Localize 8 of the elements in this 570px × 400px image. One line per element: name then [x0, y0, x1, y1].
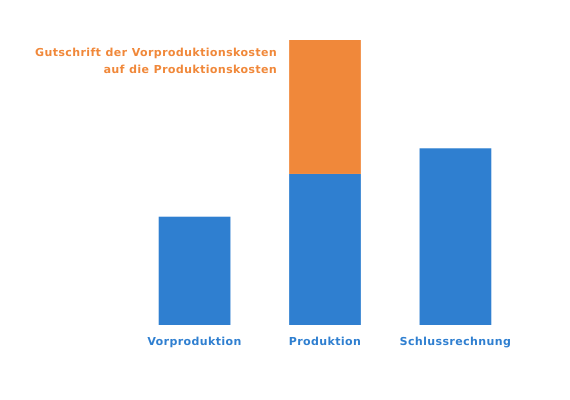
- x-tick-label: Schlussrechnung: [400, 335, 512, 348]
- bar: [289, 40, 361, 174]
- bar: [420, 148, 492, 325]
- bar: [158, 216, 230, 325]
- bar: [289, 174, 361, 325]
- x-tick-label: Produktion: [288, 335, 362, 348]
- x-tick-label: Vorproduktion: [147, 335, 242, 348]
- series-label: Gutschrift der Vorproduktionskosten auf die Produktionskosten: [35, 46, 278, 76]
